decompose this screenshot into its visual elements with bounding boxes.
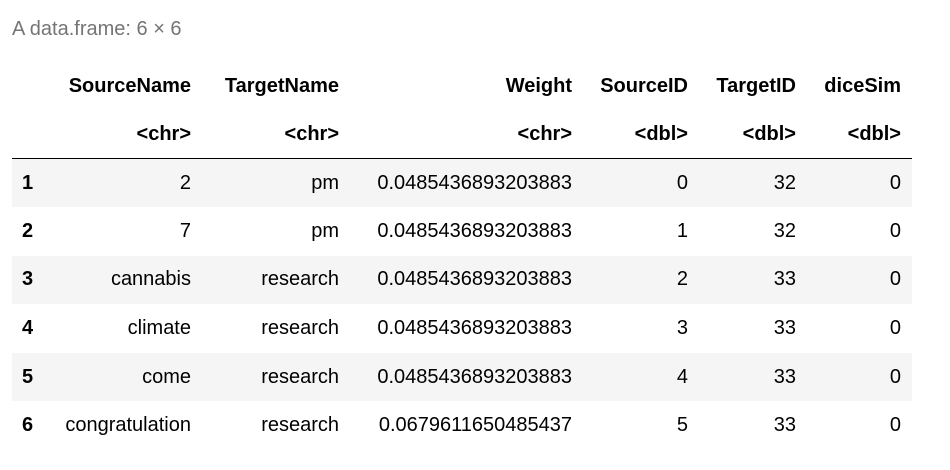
column-type-sourceid: <dbl>	[583, 110, 699, 159]
cell-sourcename: climate	[127, 317, 191, 340]
cell-targetname: pm	[311, 219, 339, 242]
column-header-dicesim: diceSim	[824, 74, 901, 97]
cell-weight: 0.0485436893203883	[377, 171, 572, 194]
cell-sourcename: cannabis	[110, 268, 191, 291]
cell-weight: 0.0485436893203883	[377, 268, 572, 291]
cell-targetid: 33	[773, 414, 796, 437]
cell-sourceid: 4	[676, 365, 688, 388]
column-type-targetid: <dbl>	[699, 110, 807, 159]
column-header-sourcename: SourceName	[68, 74, 191, 97]
index-type-header	[12, 110, 42, 159]
cell-sourceid: 2	[676, 268, 688, 291]
table-row: 3 cannabis research 0.0485436893203883 2…	[12, 255, 912, 305]
cell-sourceid: 3	[676, 317, 688, 340]
column-header-targetname: TargetName	[224, 74, 339, 97]
row-index: 1	[22, 171, 34, 194]
table-row: 1 2 pm 0.0485436893203883 0 32 0	[12, 158, 912, 208]
cell-sourceid: 5	[676, 414, 688, 437]
row-index: 6	[22, 414, 34, 437]
cell-targetid: 33	[773, 365, 796, 388]
cell-targetname: research	[261, 317, 339, 340]
cell-dicesim: 0	[889, 317, 901, 340]
cell-dicesim: 0	[889, 219, 901, 242]
cell-weight: 0.0485436893203883	[377, 317, 572, 340]
cell-targetname: research	[261, 365, 339, 388]
row-index: 4	[22, 317, 34, 340]
cell-targetname: research	[261, 268, 339, 291]
cell-targetid: 32	[773, 171, 796, 194]
table-caption: A data.frame: 6 × 6	[12, 18, 182, 40]
table-row: 4 climate research 0.0485436893203883 3 …	[12, 304, 912, 353]
cell-targetname: research	[261, 414, 339, 437]
cell-targetid: 33	[773, 317, 796, 340]
column-type-targetname: <chr>	[202, 110, 350, 159]
cell-sourceid: 0	[676, 171, 688, 194]
cell-dicesim: 0	[889, 171, 901, 194]
cell-sourcename: 7	[179, 219, 191, 242]
column-header-targetid: TargetID	[716, 74, 796, 97]
cell-sourcename: 2	[179, 171, 191, 194]
row-index: 2	[22, 219, 34, 242]
column-type-weight: <chr>	[350, 110, 583, 159]
column-type-sourcename: <chr>	[42, 110, 202, 159]
column-header-sourceid: SourceID	[600, 74, 688, 97]
column-names-row: SourceName TargetName Weight SourceID Ta…	[12, 62, 912, 110]
index-header	[12, 62, 42, 110]
row-index: 3	[22, 268, 34, 291]
cell-dicesim: 0	[889, 268, 901, 291]
cell-targetid: 32	[773, 219, 796, 242]
table-row: 2 7 pm 0.0485436893203883 1 32 0	[12, 207, 912, 256]
row-index: 5	[22, 365, 34, 388]
cell-sourcename: come	[142, 365, 191, 388]
cell-weight: 0.0485436893203883	[377, 365, 572, 388]
cell-targetid: 33	[773, 268, 796, 291]
cell-sourcename: congratulation	[65, 414, 191, 437]
column-types-row: <chr> <chr> <chr> <dbl> <dbl> <dbl>	[12, 110, 912, 159]
column-type-dicesim: <dbl>	[807, 110, 912, 159]
cell-weight: 0.0485436893203883	[377, 219, 572, 242]
cell-dicesim: 0	[889, 365, 901, 388]
column-header-weight: Weight	[505, 74, 572, 97]
cell-targetname: pm	[311, 171, 339, 194]
cell-sourceid: 1	[676, 219, 688, 242]
cell-weight: 0.0679611650485437	[378, 414, 572, 437]
data-frame-table: SourceName TargetName Weight SourceID Ta…	[12, 62, 912, 450]
table-row: 5 come research 0.0485436893203883 4 33 …	[12, 352, 912, 402]
cell-dicesim: 0	[889, 414, 901, 437]
table-row: 6 congratulation research 0.067961165048…	[12, 401, 912, 450]
